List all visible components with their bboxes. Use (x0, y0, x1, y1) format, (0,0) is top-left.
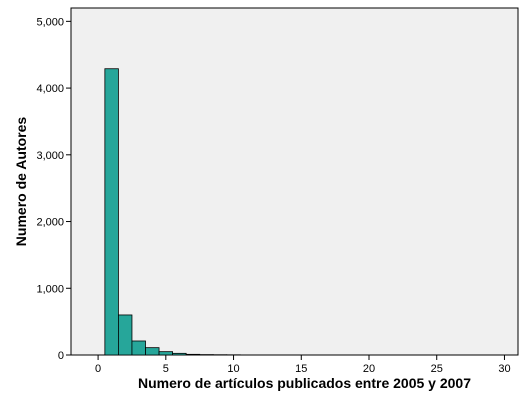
x-tick-label: 10 (227, 363, 239, 375)
histogram-bar (104, 68, 119, 356)
x-tick-label: 20 (363, 363, 375, 375)
x-tick-label: 5 (163, 363, 169, 375)
y-tick-label: 2,000 (36, 217, 64, 229)
y-tick-label: 1,000 (36, 283, 64, 295)
histogram-bar (118, 314, 133, 356)
histogram-bar (145, 347, 160, 356)
y-tick-label: 4,000 (36, 83, 64, 95)
x-tick-label: 15 (295, 363, 307, 375)
histogram-bar (185, 353, 201, 356)
histogram-bars (104, 68, 241, 356)
plot-area (70, 7, 519, 356)
histogram-bar (131, 340, 146, 356)
x-tick-label: 0 (95, 363, 101, 375)
y-axis-title: Numero de Autores (13, 117, 29, 247)
y-axis: 0 1,000 2,000 3,000 4,000 5,000 (36, 16, 71, 362)
x-axis: 0 5 10 15 20 25 30 (95, 355, 511, 375)
x-tick-label: 30 (498, 363, 510, 375)
histogram-bar (172, 352, 187, 356)
y-tick-label: 5,000 (36, 16, 64, 28)
x-tick-label: 25 (431, 363, 443, 375)
y-tick-label: 3,000 (36, 150, 64, 162)
y-tick-label: 0 (58, 350, 64, 362)
histogram-bar (158, 351, 174, 356)
x-axis-title: Numero de artículos publicados entre 200… (138, 375, 471, 391)
